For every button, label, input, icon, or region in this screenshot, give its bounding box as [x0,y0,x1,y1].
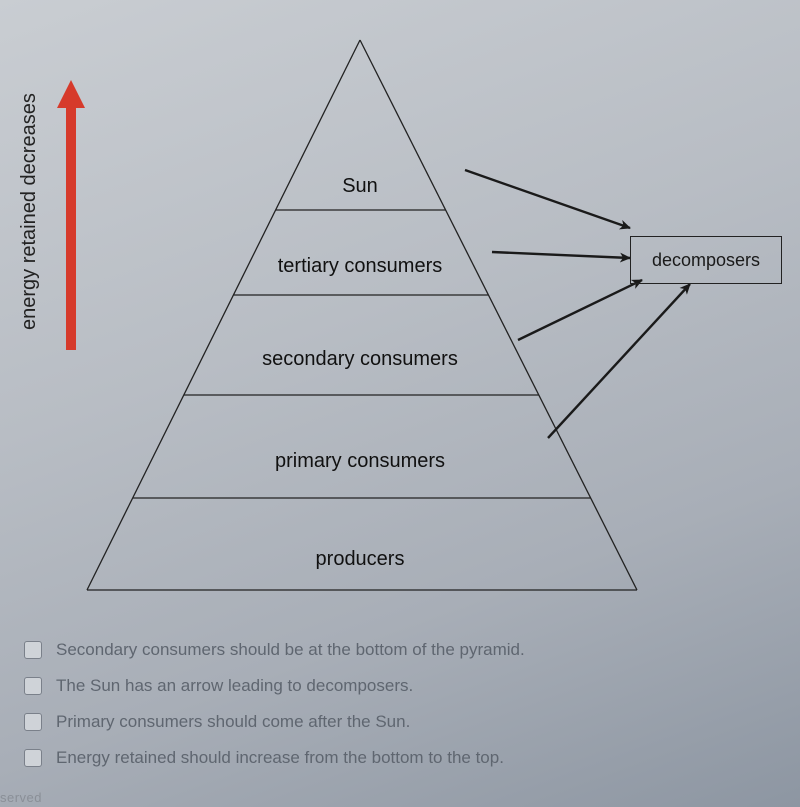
option-text: Primary consumers should come after the … [56,712,410,732]
decomposers-label: decomposers [652,250,760,271]
checkbox-icon[interactable] [24,713,42,731]
decomposers-box: decomposers [630,236,782,284]
checkbox-icon[interactable] [24,749,42,767]
option-row[interactable]: The Sun has an arrow leading to decompos… [24,676,764,696]
footer-text: served [0,790,42,805]
option-text: Energy retained should increase from the… [56,748,504,768]
pyramid-level-label: secondary consumers [262,348,458,371]
option-row[interactable]: Secondary consumers should be at the bot… [24,640,764,660]
pyramid-svg [70,30,790,620]
pyramid-level-label: Sun [342,175,378,198]
option-row[interactable]: Energy retained should increase from the… [24,748,764,768]
checkbox-icon[interactable] [24,677,42,695]
answer-options: Secondary consumers should be at the bot… [24,640,764,784]
option-text: Secondary consumers should be at the bot… [56,640,525,660]
energy-axis-label: energy retained decreases [18,93,41,330]
pyramid-level-label: primary consumers [275,450,445,473]
checkbox-icon[interactable] [24,641,42,659]
option-text: The Sun has an arrow leading to decompos… [56,676,413,696]
option-row[interactable]: Primary consumers should come after the … [24,712,764,732]
pyramid-level-label: tertiary consumers [278,255,443,278]
pyramid-level-label: producers [316,548,405,571]
pyramid-area: Sun tertiary consumers secondary consumers… [70,30,790,620]
diagram-stage: energy retained decreases Sun tertiary co… [0,0,800,807]
